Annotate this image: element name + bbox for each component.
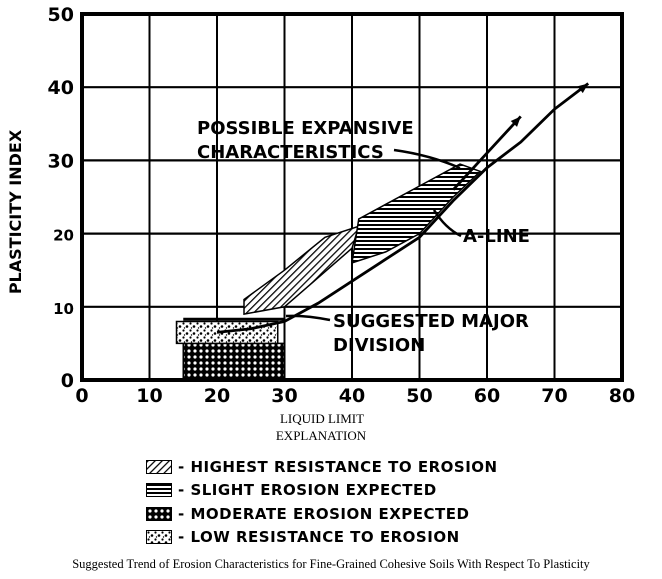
explanation-title: EXPLANATION (275, 428, 367, 443)
legend-item: - MODERATE EROSION EXPECTED (146, 502, 498, 526)
x-tick-label: 30 (271, 385, 297, 407)
plasticity-chart: 0 10 20 30 40 50 0 10 20 30 40 50 60 70 80 PLASTICITY… (6, 4, 635, 426)
legend-label: - HIGHEST RESISTANCE TO EROSION (178, 457, 498, 476)
legend-label: - MODERATE EROSION EXPECTED (178, 504, 470, 523)
arrowhead (510, 116, 521, 127)
legend-label: - SLIGHT EROSION EXPECTED (178, 481, 437, 500)
x-tick-label: 40 (339, 385, 365, 407)
x-tick-label: 70 (541, 385, 567, 407)
x-tick-label: 60 (474, 385, 500, 407)
x-tick-label: 80 (609, 385, 635, 407)
y-tick-label: 0 (61, 370, 74, 392)
x-tick-labels: 0 10 20 30 40 50 60 70 80 (75, 385, 635, 407)
legend-label: - LOW RESISTANCE TO EROSION (178, 528, 460, 547)
annotation-label: A-LINE (463, 226, 530, 247)
legend-swatch-diagonal (146, 459, 172, 474)
region-crosshatch (182, 342, 286, 381)
plot-frame (80, 12, 624, 382)
x-tick-label: 20 (204, 385, 230, 407)
y-tick-label: 50 (48, 4, 74, 26)
chart-regions (175, 163, 482, 381)
annotation-label: POSSIBLE EXPANSIVE CHARACTERISTICS (197, 118, 414, 163)
a-line (216, 82, 590, 334)
annotation-label: SUGGESTED MAJOR DIVISION (333, 311, 529, 356)
annotation-leader (285, 314, 331, 322)
x-tick-label: 10 (136, 385, 162, 407)
y-axis-title: PLASTICITY INDEX (6, 129, 25, 294)
legend-swatch-crosshatch (146, 506, 172, 521)
legend-swatch-horizontal (146, 483, 172, 498)
chart-lines (183, 82, 590, 334)
y-tick-label: 10 (53, 300, 74, 318)
legend-item: - LOW RESISTANCE TO EROSION (146, 526, 498, 550)
arrowhead (577, 83, 589, 94)
annotation-leader (432, 209, 462, 238)
y-tick-label: 20 (53, 227, 74, 245)
legend-swatch-stipple (146, 530, 172, 545)
y-tick-labels: 0 10 20 30 40 50 (48, 4, 74, 392)
legend-item: - SLIGHT EROSION EXPECTED (146, 479, 498, 503)
legend: - HIGHEST RESISTANCE TO EROSION - SLIGHT… (146, 455, 498, 549)
x-axis-title: LIQUID LIMIT (280, 411, 364, 426)
x-tick-label: 0 (75, 385, 88, 407)
expansive-line (452, 115, 522, 191)
chart-annotations: POSSIBLE EXPANSIVE CHARACTERISTICS A-LINE S… (197, 118, 530, 356)
region-diagonal (243, 225, 360, 316)
region-horizontal (351, 163, 482, 264)
figure-caption: Suggested Trend of Erosion Characteristi… (72, 557, 590, 571)
x-tick-label: 50 (406, 385, 432, 407)
legend-item: - HIGHEST RESISTANCE TO EROSION (146, 455, 498, 479)
y-tick-label: 30 (48, 150, 74, 172)
y-tick-label: 40 (48, 77, 74, 99)
annotation-leader (393, 148, 461, 170)
